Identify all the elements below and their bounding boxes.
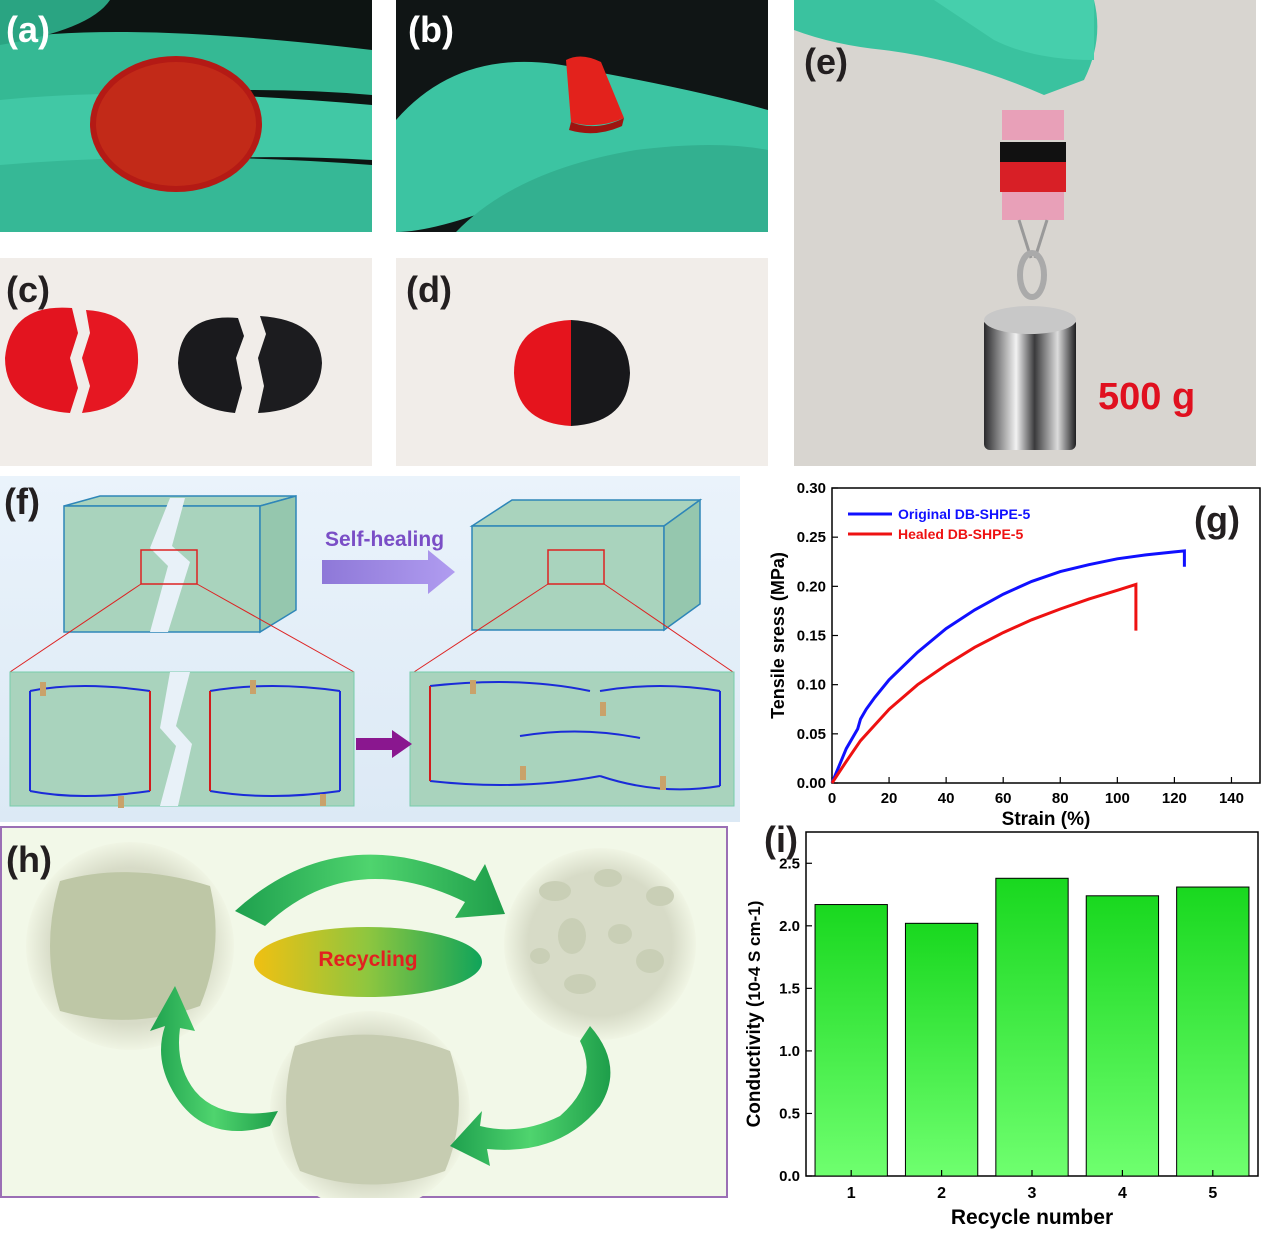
panel-label-e: (e) [804,41,848,82]
recycling-cycle-illustration [0,826,728,1198]
photo-panel-h: (h) Recycling [0,826,728,1198]
y-tick-label: 0.15 [797,628,826,645]
y-tick-label: 0.0 [779,1168,800,1185]
y-tick-label: 2.5 [779,855,800,872]
photo-b-bent-film [396,0,768,232]
x-tick-label: 1 [847,1185,856,1202]
panel-label-f: (f) [4,481,40,522]
panel-label-d: (d) [406,269,452,310]
panel-label-i: (i) [764,819,798,860]
series-line-1 [830,549,1186,784]
schematic-panel-f: (f) Self-healing [0,476,740,822]
y-tick-label: 1.5 [779,980,800,997]
photo-panel-d: (d) [396,258,768,466]
weight-label: 500 g [1098,376,1196,418]
y-tick-label: 0.00 [797,775,826,792]
self-healing-arrow [322,550,455,594]
legend-label-1: Original DB-SHPE-5 [898,506,1030,522]
y-axis-label: Tensile sress (MPa) [768,552,788,719]
x-tick-label: 4 [1118,1185,1127,1202]
self-healing-schematic [0,476,740,822]
chart-panel-i: 0.0 0.5 1.0 1.5 2.0 2.5 1 2 3 4 5 Recycle number Con… [736,820,1268,1236]
self-healing-label: Self-healing [325,528,445,551]
photo-a-red-disc [0,0,372,232]
photo-c-cut-films [0,258,372,466]
x-tick-label: 40 [938,790,955,807]
series-line-2 [830,582,1138,784]
y-tick-label: 2.0 [779,918,800,935]
x-tick-label: 120 [1162,790,1187,807]
x-axis-label: Strain (%) [1002,809,1091,830]
x-tick-label: 5 [1208,1185,1217,1202]
y-tick-label: 0.30 [797,480,826,497]
y-tick-label: 0.20 [797,578,826,595]
y-tick-label: 0.25 [797,529,826,546]
panel-label-h: (h) [6,839,52,880]
panel-label-b: (b) [408,9,454,50]
photo-e-weight-test [794,0,1256,466]
healed-block [469,498,703,632]
bar-1 [814,904,888,1177]
bar-2 [904,922,979,1177]
panel-label-c: (c) [6,269,50,310]
y-tick-label: 1.0 [779,1043,800,1060]
chart-panel-g: 0 20 40 60 80 100 120 140 0.00 0.05 0.10 0.15 0.20 0.… [760,476,1268,842]
x-tick-label: 60 [995,790,1012,807]
y-tick-label: 0.10 [797,677,826,694]
photo-panel-c: (c) [0,258,372,466]
x-tick-label: 3 [1028,1185,1037,1202]
conductivity-bar-chart: 0.0 0.5 1.0 1.5 2.0 2.5 1 2 3 4 5 Recycle number Con… [744,831,1259,1229]
y-tick-label: 0.5 [779,1105,800,1122]
x-tick-label: 2 [937,1185,946,1202]
x-tick-label: 20 [881,790,898,807]
photo-panel-a: (a) [0,0,372,232]
photo-panel-b: (b) [396,0,768,232]
legend-label-2: Healed DB-SHPE-5 [898,526,1023,542]
bar-4 [1085,895,1160,1177]
y-axis-label: Conductivity (10-4 S cm-1) [744,901,765,1128]
x-tick-label: 80 [1052,790,1069,807]
panel-label-a: (a) [6,9,50,50]
panel-label-g: (g) [1194,499,1240,540]
recycling-label: Recycling [318,948,418,971]
y-tick-label: 0.05 [797,726,826,743]
tensile-stress-strain-chart: 0 20 40 60 80 100 120 140 0.00 0.05 0.10 0.15 0.20 0.… [768,480,1261,830]
x-tick-label: 0 [828,790,836,807]
x-axis-label: Recycle number [951,1206,1113,1229]
bar-3 [995,877,1069,1177]
x-tick-label: 100 [1105,790,1130,807]
photo-d-healed-film [396,258,768,466]
photo-panel-e: (e) 500 g [794,0,1256,466]
x-tick-label: 140 [1219,790,1244,807]
bar-5 [1176,886,1250,1177]
